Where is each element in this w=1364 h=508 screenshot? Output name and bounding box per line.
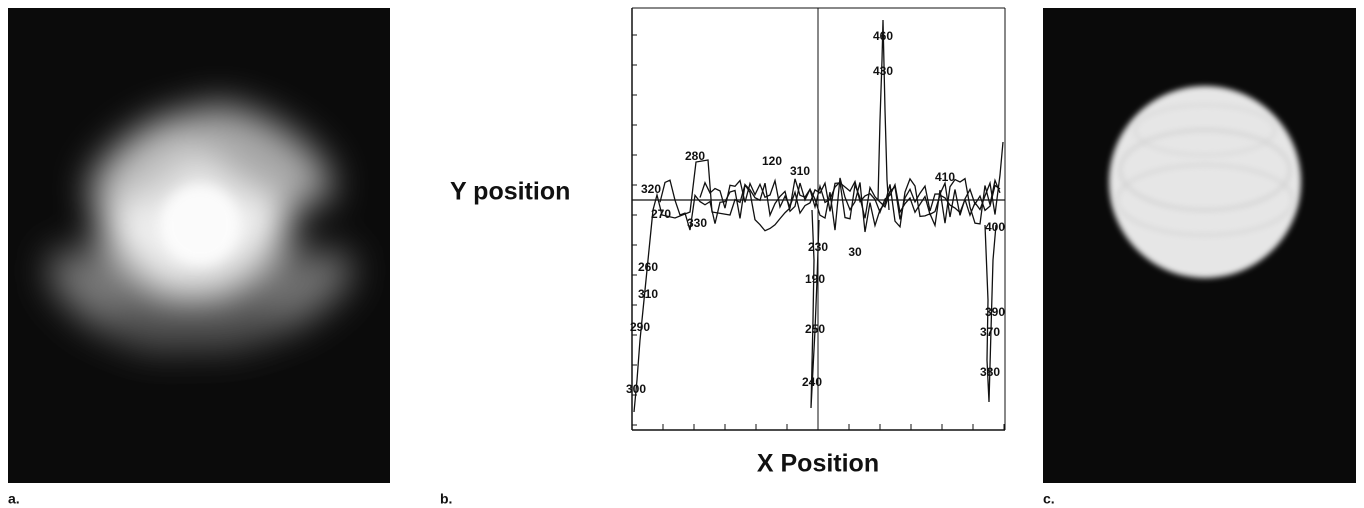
trace [984,224,997,403]
point-label: 430 [873,64,893,78]
point-label: 330 [687,216,707,230]
point-label: 270 [651,207,671,221]
trace [659,177,1001,233]
point-label: 250 [805,322,825,336]
trace [633,159,1001,413]
trace [699,141,1004,218]
trace [877,19,890,211]
y-axis-label: Y position [450,178,570,206]
point-label: 310 [638,287,658,301]
image-c [1043,8,1356,483]
trace [810,209,820,409]
panel-label: b. [440,491,452,507]
point-label: 460 [873,29,893,43]
point-label: 290 [630,320,650,334]
point-label: 230 [808,240,828,254]
point-label: 30 [848,245,862,259]
point-label: 300 [626,382,646,396]
panel-label: a. [8,491,20,507]
point-label: 380 [980,365,1000,379]
point-label: 120 [762,154,782,168]
point-label: 320 [641,182,661,196]
point-label: 400 [985,220,1005,234]
point-label: 410 [935,170,955,184]
point-label: 390 [985,305,1005,319]
point-label: 190 [805,272,825,286]
point-label: 280 [685,149,705,163]
panel-label: c. [1043,491,1055,507]
point-label: 240 [802,375,822,389]
point-label: 260 [638,260,658,274]
image-a [8,8,390,483]
point-label: 310 [790,164,810,178]
trace-plot: 460 430 280 120 310 320 270 330 260 310 290 300 230 1… [626,7,1006,431]
point-label: 370 [980,325,1000,339]
x-axis-label: X Position [757,450,879,478]
